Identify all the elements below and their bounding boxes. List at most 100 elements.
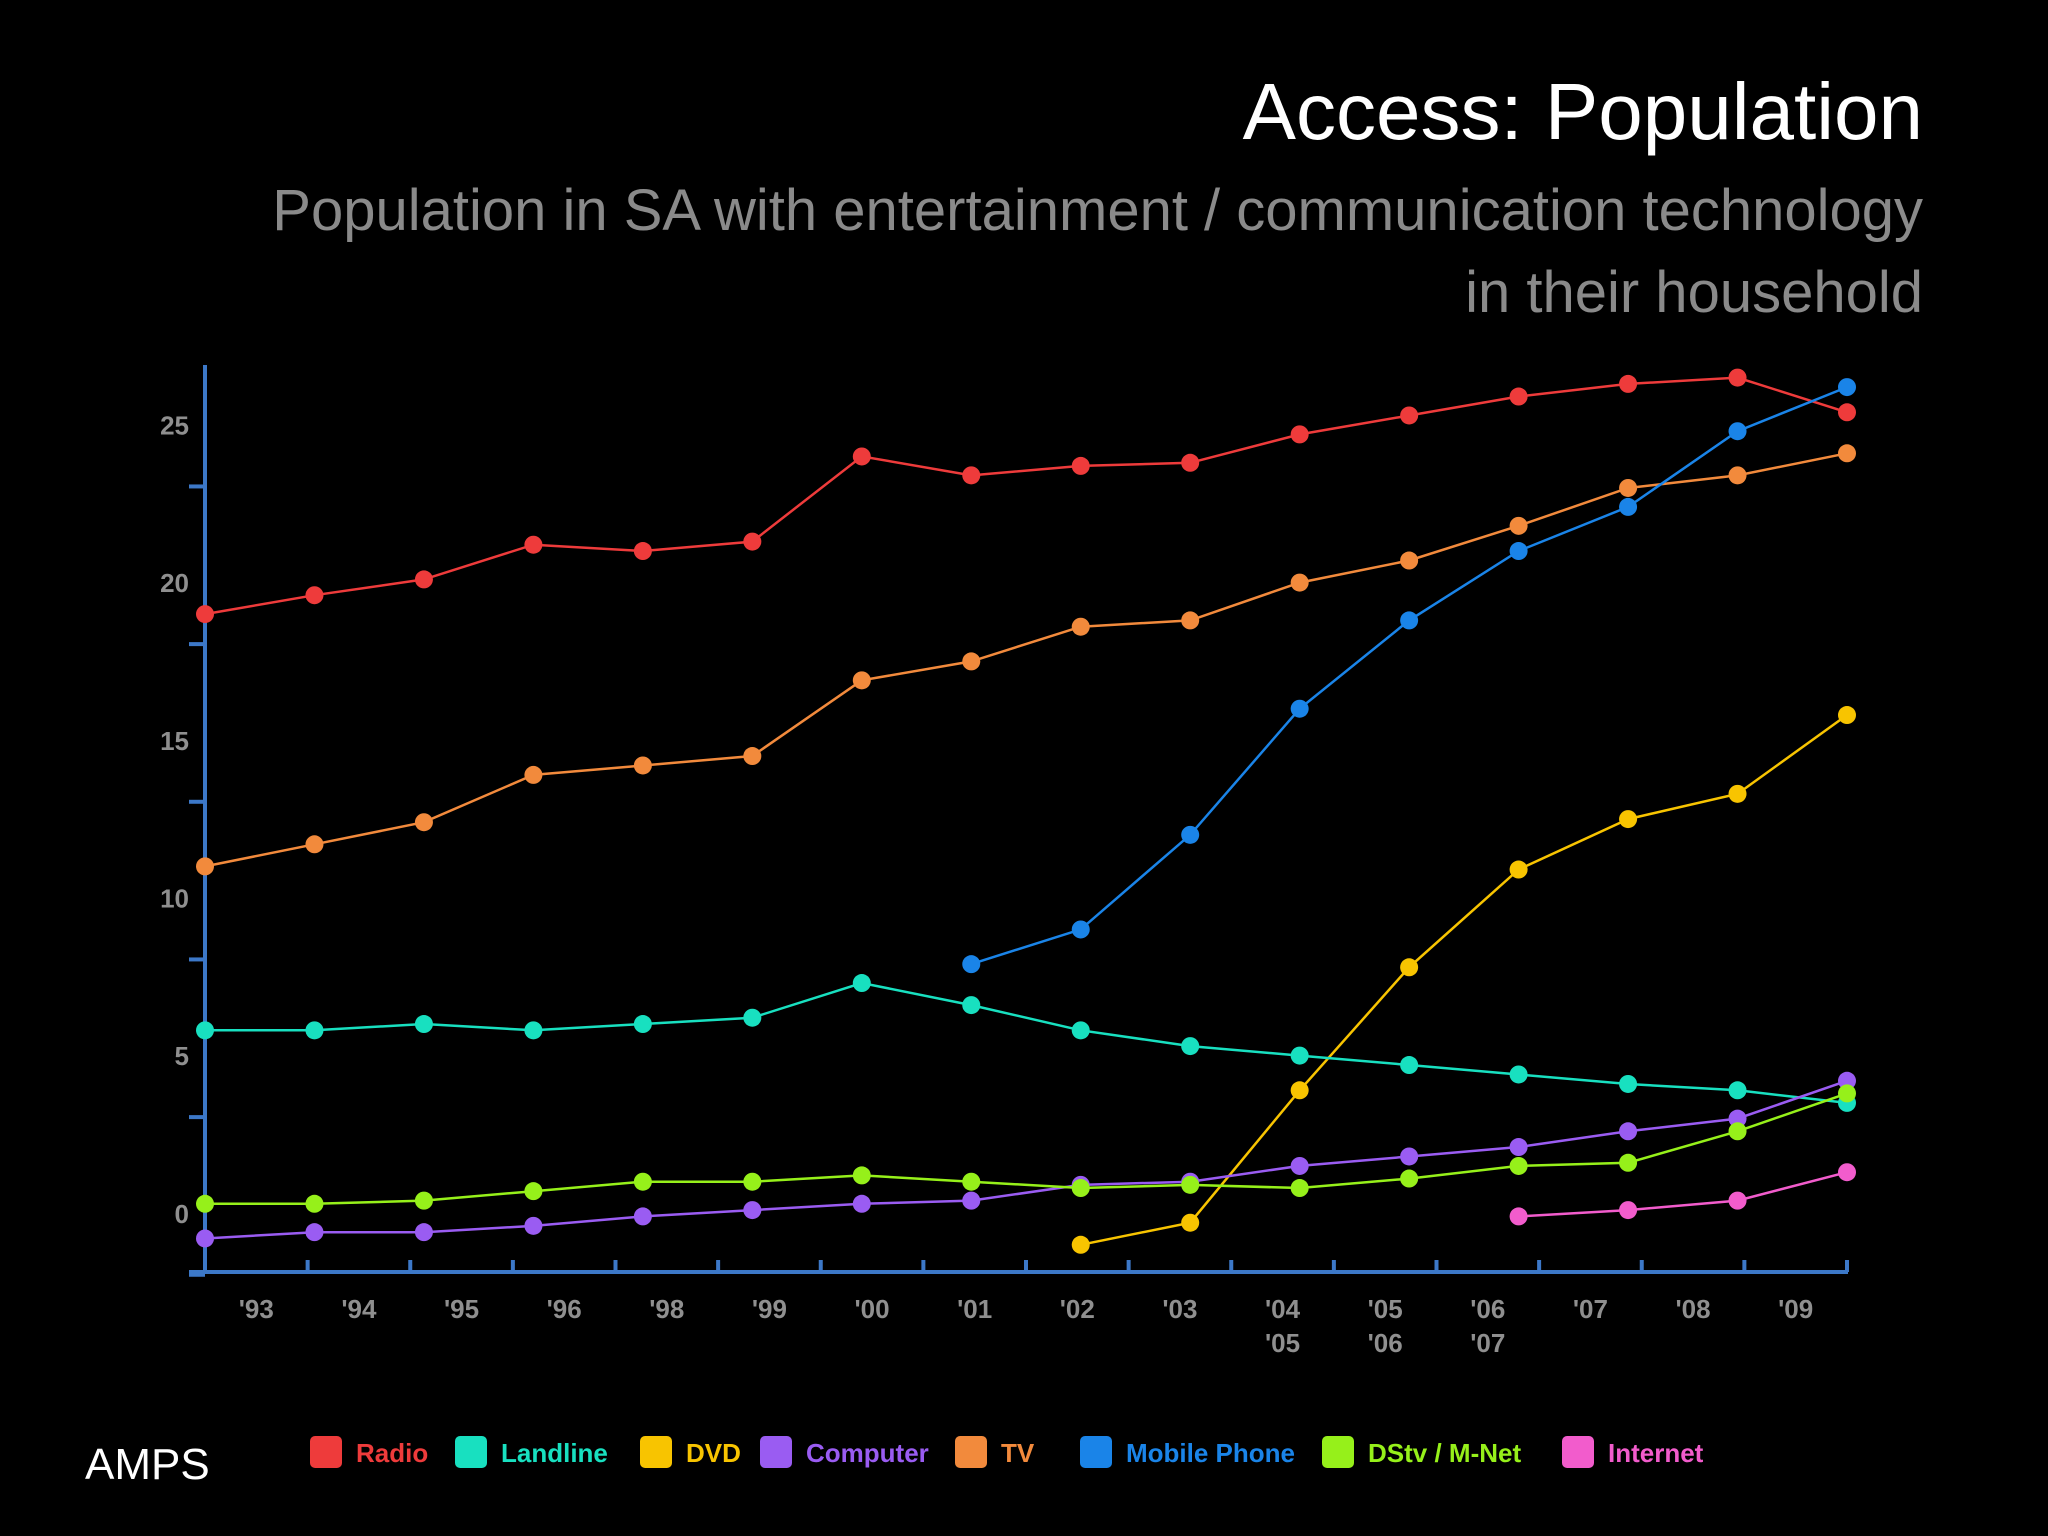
legend-swatch [1562, 1436, 1594, 1468]
x-tick-label: '95 [444, 1294, 479, 1324]
data-point [414, 570, 433, 589]
data-point [1181, 453, 1200, 472]
data-point [1509, 516, 1528, 535]
data-point [852, 1166, 871, 1185]
y-axis-ticks: 0 5 10 15 20 25 [160, 410, 205, 1277]
legend-item: Landline [455, 1436, 608, 1468]
data-point [1181, 825, 1200, 844]
series-line [205, 1092, 1848, 1206]
data-point [1071, 920, 1090, 939]
series-line [204, 452, 1848, 868]
data-point [1400, 958, 1419, 977]
data-point [196, 605, 214, 624]
x-tick-label: '02 [1060, 1294, 1095, 1324]
data-point [1400, 551, 1419, 570]
data-point [962, 466, 981, 485]
legend-item: Internet [1562, 1436, 1704, 1468]
data-point [1509, 1138, 1528, 1157]
y-tick-label: 5 [175, 1041, 189, 1071]
data-point [743, 1008, 762, 1027]
data-point [1509, 1207, 1528, 1226]
legend-swatch [1322, 1436, 1354, 1468]
series-computer [196, 1071, 1856, 1248]
data-point [743, 1172, 762, 1191]
data-point [196, 1194, 214, 1213]
data-point [1619, 497, 1638, 516]
y-tick-label: 15 [160, 726, 189, 756]
legend-label: TV [1001, 1438, 1035, 1468]
x-tick-label: '06 [1470, 1294, 1505, 1324]
data-point [962, 652, 981, 671]
data-point [1619, 1201, 1638, 1220]
x-tick-label: '96 [547, 1294, 582, 1324]
data-point [1728, 422, 1747, 441]
data-point [852, 974, 871, 993]
legend-label: Mobile Phone [1126, 1438, 1295, 1468]
data-point [1400, 1169, 1419, 1188]
data-point [1728, 466, 1747, 485]
data-point [1838, 378, 1856, 397]
chart-series [196, 368, 1856, 1254]
x-tick-label: '07 [1573, 1294, 1608, 1324]
data-point [962, 996, 981, 1015]
y-tick-label: 10 [160, 883, 189, 913]
data-point [1619, 1074, 1638, 1093]
data-point [852, 671, 871, 690]
data-point [633, 542, 652, 561]
y-tick-label: 20 [160, 568, 189, 598]
x-tick-label: '08 [1676, 1294, 1711, 1324]
data-point [1290, 1081, 1309, 1100]
legend-swatch [955, 1436, 987, 1468]
x-tick-label: '03 [1162, 1294, 1197, 1324]
data-point [1619, 478, 1638, 497]
legend-item: DVD [640, 1436, 741, 1468]
x-axis-ticks: '93 '94 '95 '96 '98 '99 '00 '01 '02 '03 '04 '05 '05 '… [203, 1260, 1849, 1358]
slide-title: Access: Population [1242, 67, 1923, 156]
data-point [414, 1191, 433, 1210]
series-mobile-phone [962, 378, 1856, 974]
series-line [1518, 1170, 1848, 1218]
data-point [524, 1021, 543, 1040]
data-point [1290, 1046, 1309, 1065]
data-point [743, 747, 762, 766]
source-label: AMPS [85, 1440, 210, 1489]
legend-swatch [760, 1436, 792, 1468]
data-point [196, 1229, 214, 1248]
data-point [1838, 1163, 1856, 1182]
data-point [962, 955, 981, 974]
y-tick-label: 0 [175, 1199, 189, 1229]
data-point [414, 813, 433, 832]
data-point [305, 1194, 324, 1213]
x-tick-label: '04 [1265, 1294, 1301, 1324]
x-tick-label: '09 [1778, 1294, 1813, 1324]
data-point [1728, 784, 1747, 803]
data-point [1071, 1021, 1090, 1040]
data-point [1509, 542, 1528, 561]
data-point [852, 1194, 871, 1213]
data-point [196, 857, 214, 876]
series-line [1080, 713, 1848, 1247]
data-point [743, 1201, 762, 1220]
data-point [1619, 1153, 1638, 1172]
chart-axes [189, 365, 1848, 1274]
series-line [204, 376, 1848, 616]
legend-label: DStv / M-Net [1368, 1438, 1521, 1468]
x-tick-label: '00 [855, 1294, 890, 1324]
data-point [1728, 1081, 1747, 1100]
series-tv [196, 444, 1856, 876]
legend-swatch [455, 1436, 487, 1468]
data-point [305, 1223, 324, 1242]
data-point [1509, 1156, 1528, 1175]
legend-item: Radio [310, 1436, 428, 1468]
series-radio [196, 368, 1856, 624]
data-point [1619, 374, 1638, 393]
data-point [305, 1021, 324, 1040]
data-point [1838, 706, 1856, 725]
data-point [1181, 1175, 1200, 1194]
data-point [633, 756, 652, 775]
legend-item: TV [955, 1436, 1035, 1468]
data-point [962, 1172, 981, 1191]
x-tick-label: '01 [957, 1294, 992, 1324]
legend-label: Computer [806, 1438, 929, 1468]
data-point [1728, 368, 1747, 387]
